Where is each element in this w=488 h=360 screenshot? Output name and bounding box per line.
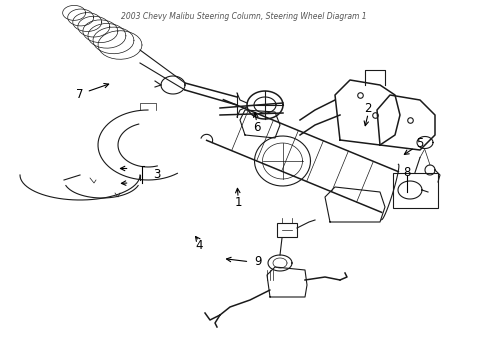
- Text: 2: 2: [364, 102, 371, 114]
- Text: 2003 Chevy Malibu Steering Column, Steering Wheel Diagram 1: 2003 Chevy Malibu Steering Column, Steer…: [121, 12, 366, 21]
- Text: 8: 8: [402, 166, 410, 179]
- Text: 3: 3: [152, 168, 160, 181]
- Text: 9: 9: [253, 255, 261, 268]
- Text: 1: 1: [234, 196, 242, 209]
- Text: 6: 6: [252, 121, 260, 134]
- Text: 5: 5: [415, 137, 423, 150]
- Text: 7: 7: [76, 88, 83, 101]
- Text: 4: 4: [195, 239, 203, 252]
